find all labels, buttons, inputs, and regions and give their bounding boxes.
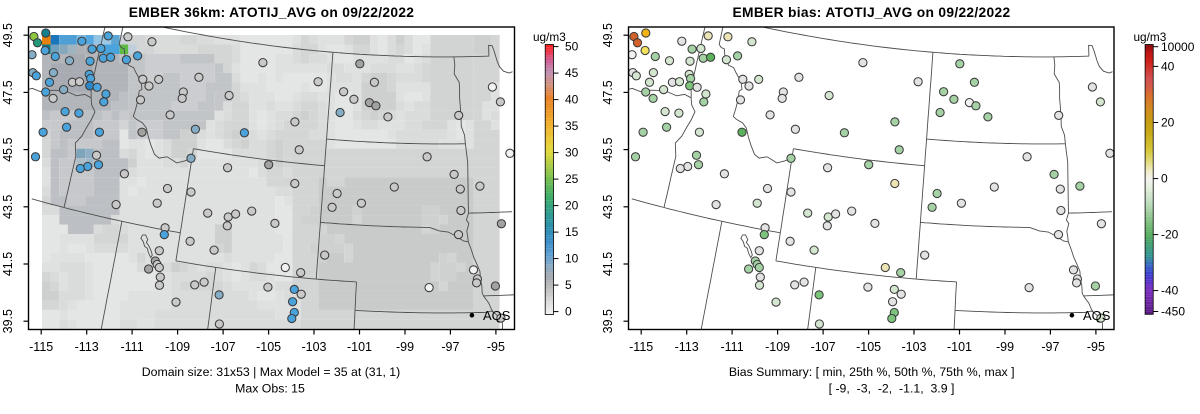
svg-text:47.5: 47.5 [1,80,15,104]
svg-text:-105: -105 [856,340,881,354]
svg-text:-20: -20 [1161,228,1179,242]
svg-text:-95: -95 [487,340,505,354]
svg-text:45.5: 45.5 [601,137,615,161]
svg-text:50: 50 [565,40,579,54]
svg-text:10000: 10000 [1161,40,1195,54]
svg-text:[ -9, -3, -2, -1.1, 3.9 ]: [ -9, -3, -2, -1.1, 3.9 ] [829,382,955,396]
svg-text:Bias Summary: [ min, 25th %, 5: Bias Summary: [ min, 25th %, 50th %, 75t… [729,365,1015,379]
svg-text:-107: -107 [811,340,836,354]
svg-text:45.5: 45.5 [1,137,15,161]
svg-text:ug/m3: ug/m3 [1134,30,1167,44]
svg-text:-113: -113 [675,340,699,354]
svg-text:49.5: 49.5 [1,23,15,47]
svg-text:AQS: AQS [483,308,511,323]
svg-text:-103: -103 [901,340,926,354]
svg-text:-107: -107 [211,340,236,354]
svg-text:0: 0 [565,305,572,319]
svg-text:ug/m3: ug/m3 [533,30,566,44]
svg-text:30: 30 [565,146,579,160]
svg-text:15: 15 [565,225,579,239]
svg-text:EMBER bias: ATOTIJ_AVG on 09/2: EMBER bias: ATOTIJ_AVG on 09/22/2022 [733,5,1011,20]
svg-text:40: 40 [1161,60,1175,74]
svg-text:-115: -115 [29,340,53,354]
svg-text:-99: -99 [396,340,414,354]
svg-text:-101: -101 [347,340,372,354]
svg-text:35: 35 [565,119,579,133]
svg-text:20: 20 [1161,116,1175,130]
svg-text:39.5: 39.5 [1,309,15,333]
svg-text:-97: -97 [441,340,459,354]
svg-text:25: 25 [565,172,579,186]
svg-text:Domain size: 31x53 | Max Model: Domain size: 31x53 | Max Model = 35 at (… [142,365,400,379]
svg-text:-105: -105 [256,340,281,354]
svg-text:45: 45 [565,66,579,80]
svg-text:41.5: 41.5 [601,252,615,276]
svg-text:43.5: 43.5 [601,195,615,219]
svg-text:-95: -95 [1087,340,1105,354]
svg-text:-113: -113 [75,340,99,354]
svg-text:41.5: 41.5 [1,252,15,276]
svg-text:-111: -111 [721,340,744,354]
svg-text:39.5: 39.5 [601,309,615,333]
svg-text:-40: -40 [1161,284,1179,298]
svg-text:0: 0 [1161,172,1168,186]
svg-text:-97: -97 [1041,340,1059,354]
svg-text:-103: -103 [301,340,326,354]
svg-text:-450: -450 [1161,305,1185,319]
svg-text:5: 5 [565,278,572,292]
svg-text:10: 10 [565,252,579,266]
svg-text:EMBER 36km: ATOTIJ_AVG on 09/2: EMBER 36km: ATOTIJ_AVG on 09/22/2022 [129,5,415,20]
svg-text:-115: -115 [629,340,653,354]
svg-text:Max Obs: 15: Max Obs: 15 [235,382,305,396]
svg-text:-111: -111 [121,340,144,354]
svg-text:-109: -109 [765,340,790,354]
svg-text:47.5: 47.5 [601,80,615,104]
svg-text:-99: -99 [996,340,1014,354]
svg-text:-109: -109 [165,340,190,354]
svg-text:43.5: 43.5 [1,195,15,219]
svg-text:AQS: AQS [1083,308,1111,323]
svg-text:20: 20 [565,199,579,213]
svg-text:49.5: 49.5 [601,23,615,47]
svg-text:40: 40 [565,93,579,107]
svg-text:-101: -101 [947,340,972,354]
